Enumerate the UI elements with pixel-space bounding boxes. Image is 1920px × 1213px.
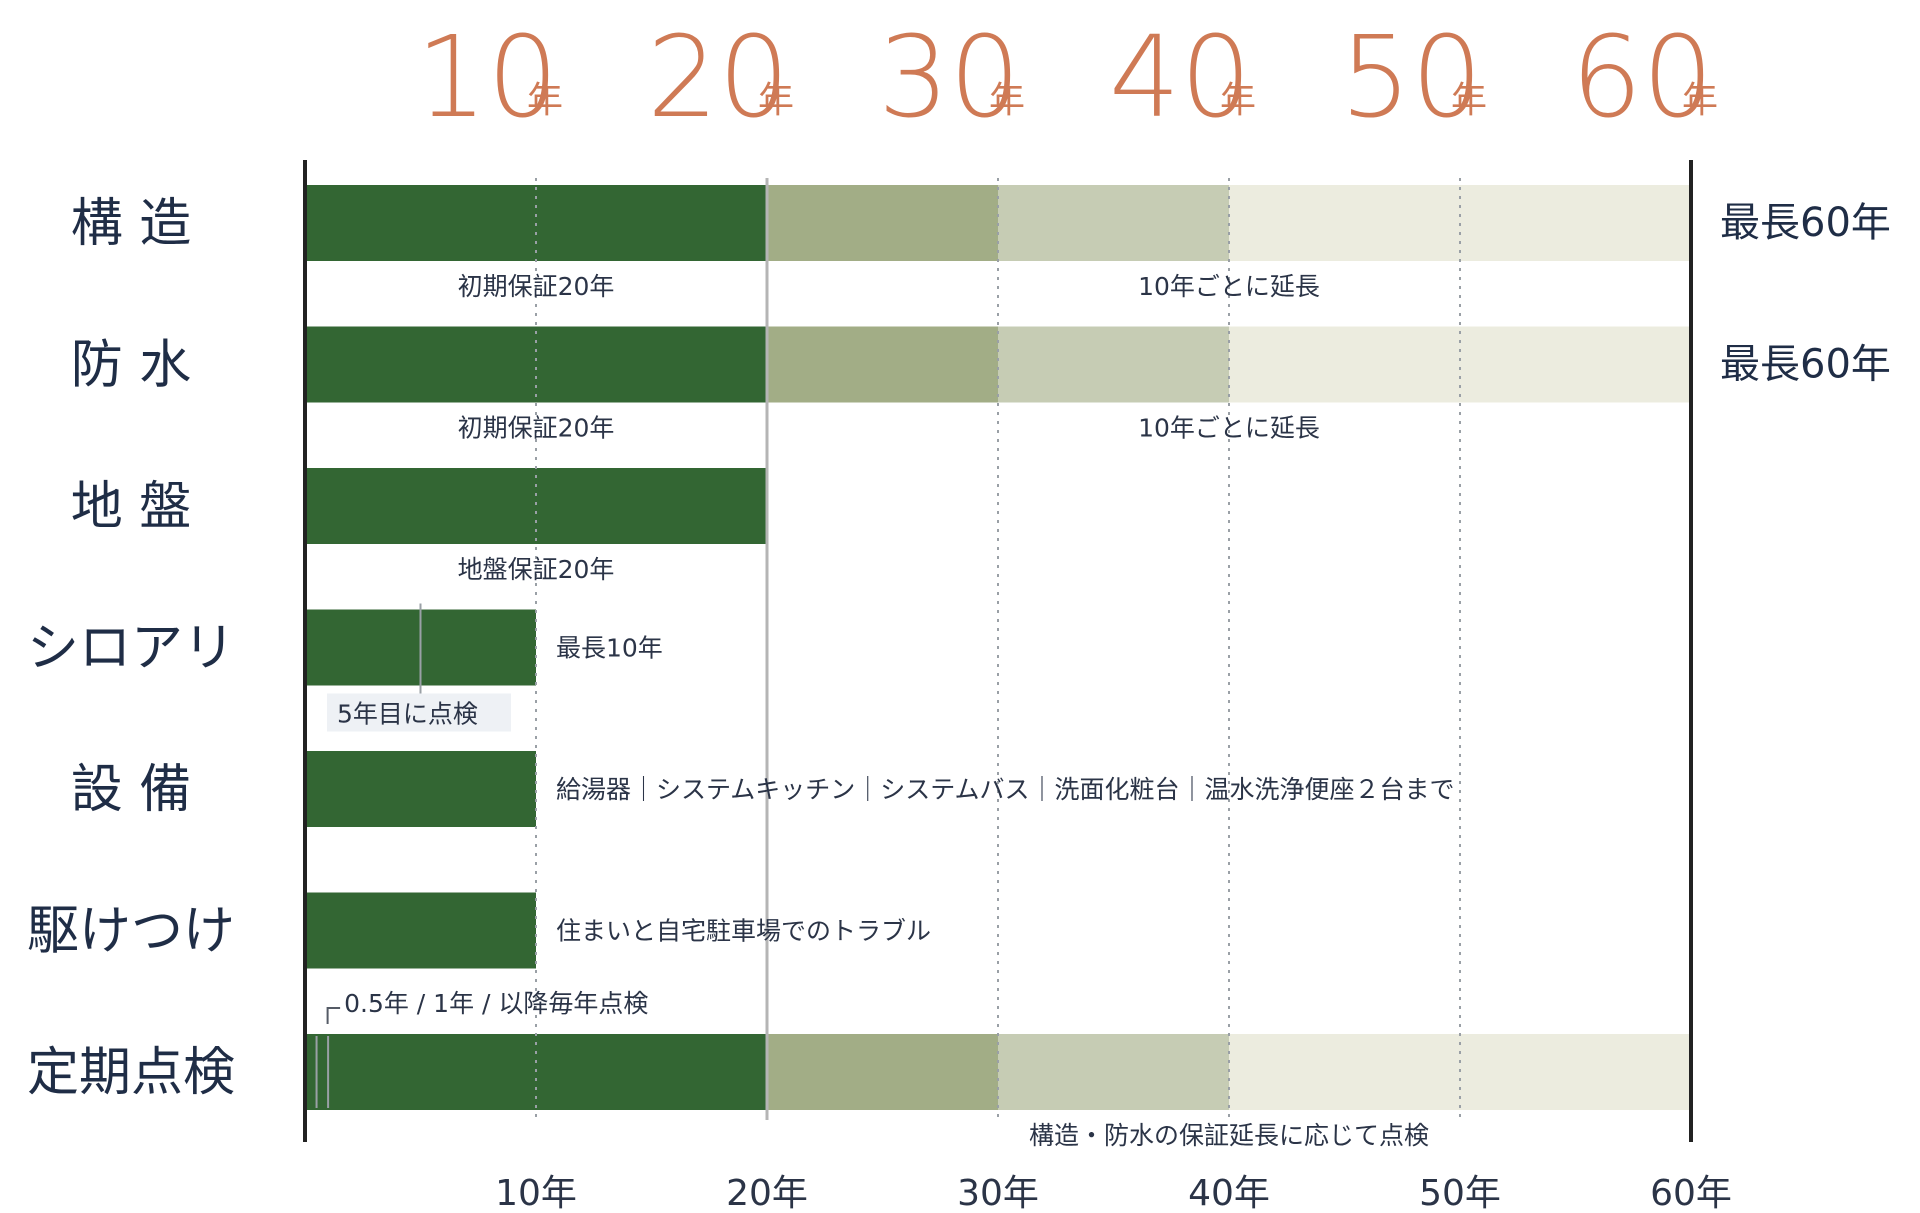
inspection-bracket xyxy=(326,1007,341,1024)
bar-segment-ext2 xyxy=(998,326,1229,403)
row-label: 駆けつけ xyxy=(27,902,235,962)
inspection-note-box xyxy=(327,693,511,732)
x-tick-label: 40年 xyxy=(1188,1173,1270,1213)
row-label: 設 備 xyxy=(71,760,192,820)
ground-warranty-note: 地盤保証20年 xyxy=(458,555,615,584)
top-year-number: 50 xyxy=(1340,13,1483,143)
row-label: シロアリ xyxy=(27,619,235,679)
top-year-unit: 年 xyxy=(758,80,794,121)
bar-segment-ext1 xyxy=(767,185,998,261)
bar-segment-initial xyxy=(305,326,767,403)
periodic-inspection-schedule-note: 0.5年 / 1年 / 以降毎年点検 xyxy=(344,989,648,1018)
rush-service-note: 住まいと自宅駐車場でのトラブル xyxy=(556,917,931,946)
row-label: 防 水 xyxy=(71,336,192,396)
top-year-number: 60 xyxy=(1571,13,1714,143)
bar-segment-ext3 xyxy=(1229,326,1691,403)
bar-segment-initial xyxy=(305,751,536,827)
max-period-label: 最長60年 xyxy=(1720,342,1891,388)
max-period-label: 最長60年 xyxy=(1720,200,1891,246)
top-year-unit: 年 xyxy=(1682,80,1718,121)
termite-inspection-note: 5年目に点検 xyxy=(337,700,478,729)
top-year-unit: 年 xyxy=(527,80,563,121)
top-year-number: 10 xyxy=(416,13,559,143)
extension-note: 10年ごとに延長 xyxy=(1138,414,1320,443)
extension-note: 10年ごとに延長 xyxy=(1138,272,1320,301)
bar-segment-ext1 xyxy=(767,326,998,403)
top-year-unit: 年 xyxy=(1451,80,1487,121)
row-label: 定期点検 xyxy=(27,1043,235,1103)
termite-max-note: 最長10年 xyxy=(556,634,663,663)
initial-warranty-note: 初期保証20年 xyxy=(458,414,615,443)
x-tick-label: 30年 xyxy=(957,1173,1039,1213)
x-tick-label: 10年 xyxy=(495,1173,577,1213)
bar-segment-ext2 xyxy=(998,1034,1229,1110)
periodic-inspection-extension-note: 構造・防水の保証延長に応じて点検 xyxy=(1029,1121,1429,1150)
bar-segment-initial xyxy=(305,468,767,544)
row-label: 構 造 xyxy=(71,194,192,254)
x-tick-label: 50年 xyxy=(1419,1173,1501,1213)
equipment-note: 給湯器｜システムキッチン｜システムバス｜洗面化粧台｜温水洗浄便座２台まで xyxy=(556,775,1455,804)
x-tick-label: 60年 xyxy=(1650,1173,1732,1213)
top-year-number: 30 xyxy=(878,13,1021,143)
top-year-number: 20 xyxy=(647,13,790,143)
bar-segment-initial xyxy=(305,892,536,969)
bar-segment-ext2 xyxy=(998,185,1229,261)
bar-segment-ext1 xyxy=(767,1034,998,1110)
x-tick-label: 20年 xyxy=(726,1173,808,1213)
top-year-unit: 年 xyxy=(1220,80,1256,121)
top-year-number: 40 xyxy=(1109,13,1252,143)
row-label: 地 盤 xyxy=(71,477,192,537)
top-year-unit: 年 xyxy=(989,80,1025,121)
initial-warranty-note: 初期保証20年 xyxy=(458,272,615,301)
